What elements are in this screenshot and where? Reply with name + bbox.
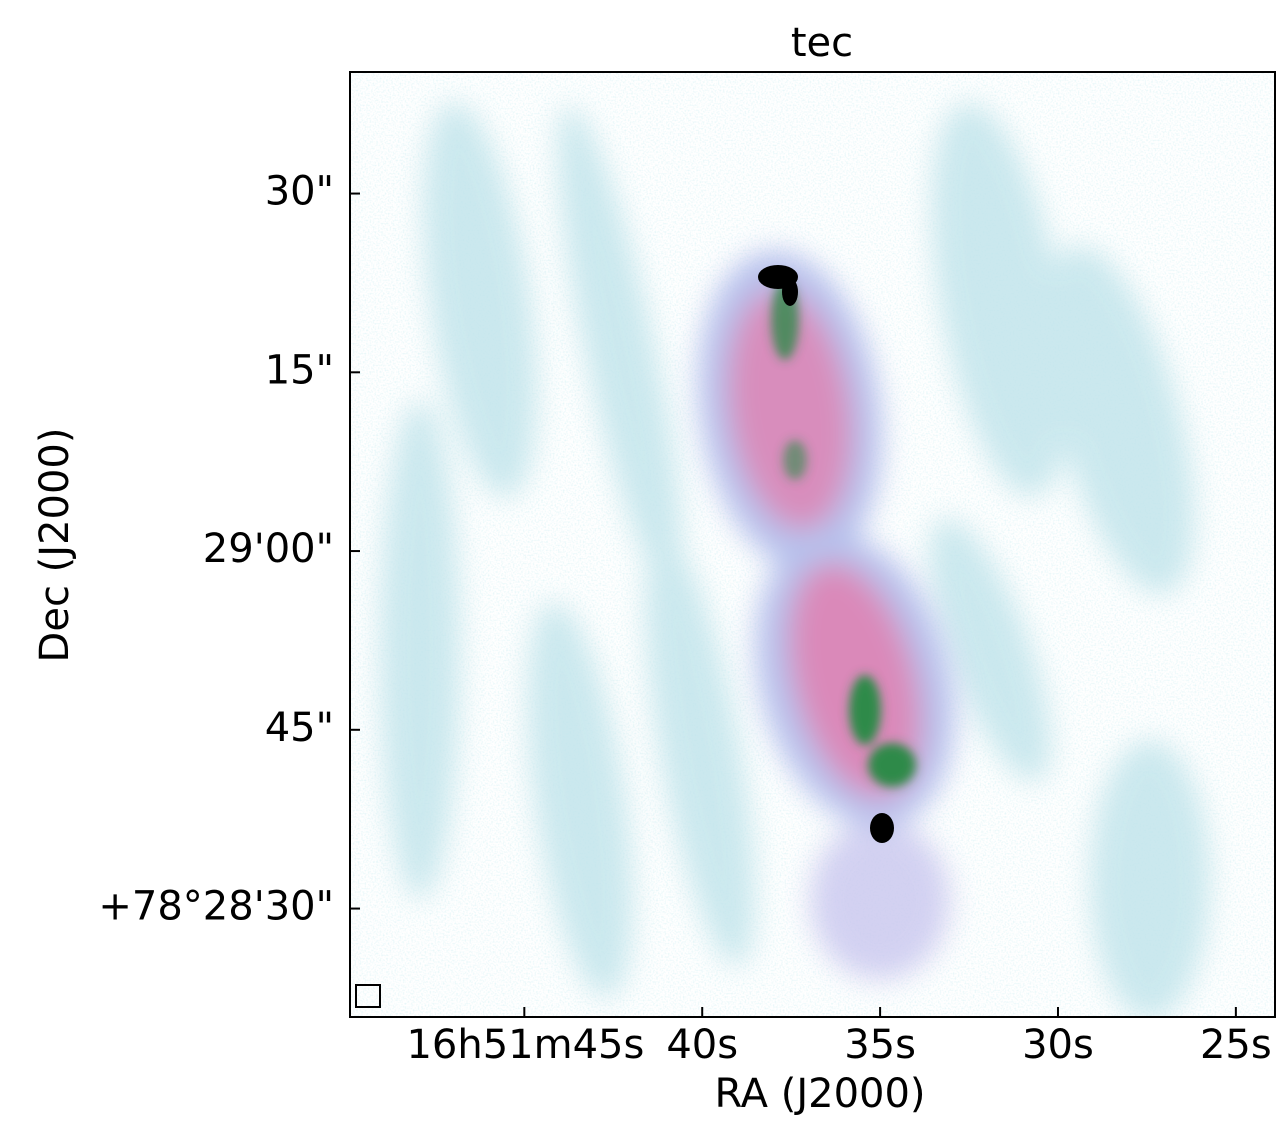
x-tick-label: 35s bbox=[844, 1022, 916, 1068]
x-axis-label: RA (J2000) bbox=[714, 1071, 925, 1117]
x-tick-label: 16h51m45s bbox=[406, 1022, 644, 1068]
y-tick-label: +78°28'30" bbox=[98, 884, 334, 930]
image bbox=[350, 72, 1275, 1017]
y-axis-label: Dec (J2000) bbox=[32, 428, 78, 663]
x-tick-label: 30s bbox=[1022, 1022, 1094, 1068]
plot-frame bbox=[349, 71, 1276, 1018]
beam-box bbox=[355, 984, 381, 1008]
y-tick-label: 29'00" bbox=[203, 526, 334, 572]
y-tick-label: 15" bbox=[265, 347, 334, 393]
chart-title: tec bbox=[791, 20, 853, 66]
x-tick-label: 25s bbox=[1200, 1022, 1272, 1068]
y-tick-label: 30" bbox=[265, 169, 334, 215]
x-tick-label: 40s bbox=[666, 1022, 738, 1068]
y-tick-label: 45" bbox=[265, 705, 334, 751]
